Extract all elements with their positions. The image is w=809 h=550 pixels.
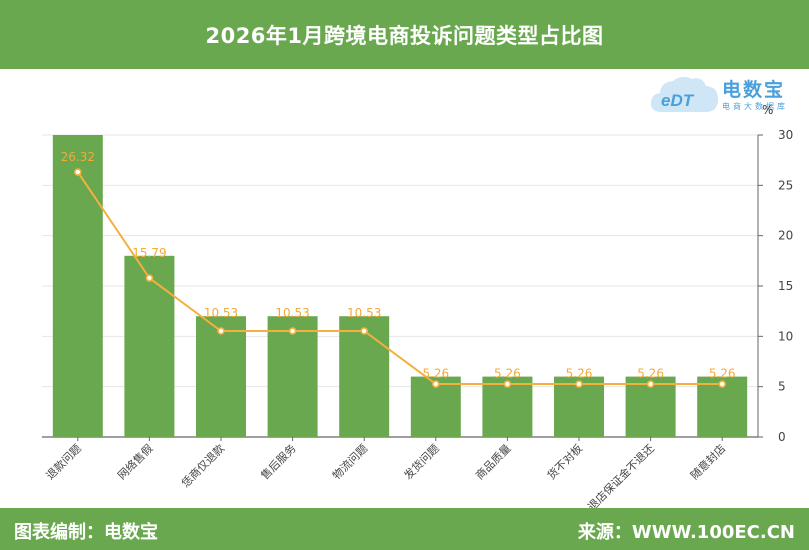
chart-title-bar: 2026年1月跨境电商投诉问题类型占比图 (0, 0, 809, 69)
y-tick-label: 30 (778, 128, 793, 142)
line-point-9 (718, 380, 727, 388)
bar-series (52, 135, 748, 437)
logo-tagline: 电商大数据库 (722, 102, 788, 111)
y-axis: 0 5 10 15 20 25 30 (757, 128, 793, 444)
x-category-label: 退款问题 (43, 441, 84, 482)
x-category-label: 售后服务 (258, 441, 299, 482)
logo-mark: eDT (661, 91, 695, 110)
line-point-1 (145, 274, 154, 282)
y-tick-label: 10 (778, 329, 793, 343)
bar-1 (124, 255, 175, 437)
x-category-label: 发货问题 (401, 441, 442, 482)
line-series (74, 168, 727, 388)
x-category-label: 货不对板 (544, 441, 585, 482)
data-label: 10.53 (204, 306, 238, 320)
line-path (76, 171, 723, 386)
line-point-3 (288, 327, 297, 335)
data-label: 5.26 (709, 367, 736, 381)
y-axis-unit: % (762, 103, 773, 117)
x-category-label: 恁商仅退款 (178, 441, 227, 490)
chart-title: 2026年1月跨境电商投诉问题类型占比图 (205, 23, 604, 48)
line-point-5 (431, 380, 440, 388)
data-labels: 26.32 15.79 10.53 10.53 10.53 5.26 5.26 5.26 5.2… (61, 150, 736, 381)
line-point-2 (217, 327, 225, 335)
x-category-label: 网络售假 (115, 441, 156, 482)
data-label: 5.26 (422, 367, 449, 381)
bar-3 (267, 316, 318, 437)
bar-4 (339, 316, 390, 437)
x-category-label: 商品质量 (473, 441, 514, 482)
y-tick-label: 20 (778, 229, 793, 243)
logo-name: 电数宝 (722, 79, 786, 101)
y-tick-label: 25 (778, 178, 793, 192)
data-label: 5.26 (637, 367, 664, 381)
x-axis: 退款问题 网络售假 恁商仅退款 售后服务 物流问题 发货问题 商品质量 货不对板 退店保证金不退… (43, 437, 728, 513)
line-point-7 (575, 380, 583, 388)
line-point-0 (74, 168, 82, 176)
y-tick-label: 5 (778, 380, 786, 394)
data-label: 10.53 (275, 306, 309, 320)
line-point-6 (503, 380, 512, 388)
x-category-label: 物流问题 (329, 441, 370, 482)
line-point-8 (646, 380, 655, 388)
footer-credit: 图表编制：电数宝 (14, 522, 158, 543)
data-label: 15.79 (132, 246, 166, 260)
data-label: 26.32 (61, 150, 95, 164)
data-label: 5.26 (494, 367, 521, 381)
cloud-logo-icon: eDT (650, 76, 718, 112)
y-tick-label: 0 (778, 430, 786, 444)
bar-2 (196, 316, 246, 437)
data-label: 5.26 (566, 367, 593, 381)
x-category-label: 退店保证金不退还 (585, 441, 657, 513)
footer-source: 来源：WWW.100EC.CN (577, 522, 795, 543)
footer-bar: 图表编制：电数宝 来源：WWW.100EC.CN (0, 508, 809, 550)
brand-logo: eDT 电数宝 电商大数据库 (648, 72, 808, 118)
x-category-label: 随意封店 (687, 441, 728, 482)
y-tick-label: 15 (778, 279, 793, 293)
data-label: 10.53 (347, 306, 381, 320)
bar-0 (52, 135, 103, 437)
line-point-4 (360, 327, 369, 335)
